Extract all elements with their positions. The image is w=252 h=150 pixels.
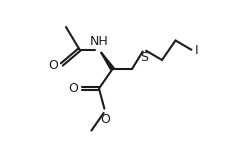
Text: S: S [140, 51, 148, 64]
Text: O: O [68, 82, 78, 95]
Text: O: O [100, 113, 110, 126]
Text: NH: NH [90, 35, 108, 48]
Text: I: I [195, 45, 199, 57]
Polygon shape [101, 52, 114, 70]
Text: O: O [49, 60, 58, 72]
